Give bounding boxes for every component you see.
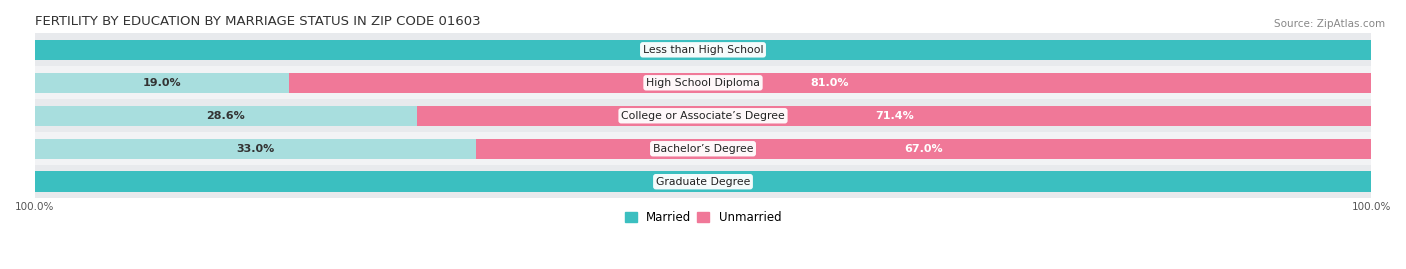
Bar: [35, 73, 288, 93]
Text: College or Associate’s Degree: College or Associate’s Degree: [621, 111, 785, 121]
Text: 67.0%: 67.0%: [904, 144, 943, 154]
Text: Less than High School: Less than High School: [643, 45, 763, 55]
Bar: [35, 171, 1371, 192]
Text: Source: ZipAtlas.com: Source: ZipAtlas.com: [1274, 19, 1385, 29]
Bar: [35, 33, 1371, 66]
Text: 28.6%: 28.6%: [207, 111, 245, 121]
Bar: [35, 132, 1371, 165]
Text: 100.0%: 100.0%: [681, 177, 725, 187]
Legend: Married, Unmarried: Married, Unmarried: [620, 206, 786, 229]
Bar: [35, 99, 1371, 132]
Bar: [35, 139, 475, 159]
Text: Graduate Degree: Graduate Degree: [655, 177, 751, 187]
Bar: [288, 73, 1371, 93]
Text: 71.4%: 71.4%: [875, 111, 914, 121]
Bar: [418, 105, 1371, 126]
Bar: [475, 139, 1371, 159]
Text: 100.0%: 100.0%: [681, 45, 725, 55]
Text: FERTILITY BY EDUCATION BY MARRIAGE STATUS IN ZIP CODE 01603: FERTILITY BY EDUCATION BY MARRIAGE STATU…: [35, 15, 481, 28]
Bar: [35, 165, 1371, 198]
Bar: [35, 40, 1371, 60]
Bar: [35, 105, 418, 126]
Text: Bachelor’s Degree: Bachelor’s Degree: [652, 144, 754, 154]
Text: 81.0%: 81.0%: [811, 78, 849, 88]
Text: High School Diploma: High School Diploma: [647, 78, 759, 88]
Bar: [35, 66, 1371, 99]
Text: 19.0%: 19.0%: [142, 78, 181, 88]
Text: 33.0%: 33.0%: [236, 144, 274, 154]
